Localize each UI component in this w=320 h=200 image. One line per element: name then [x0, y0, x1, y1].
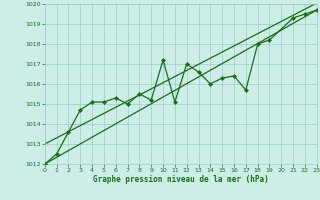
X-axis label: Graphe pression niveau de la mer (hPa): Graphe pression niveau de la mer (hPa) [93, 175, 269, 184]
